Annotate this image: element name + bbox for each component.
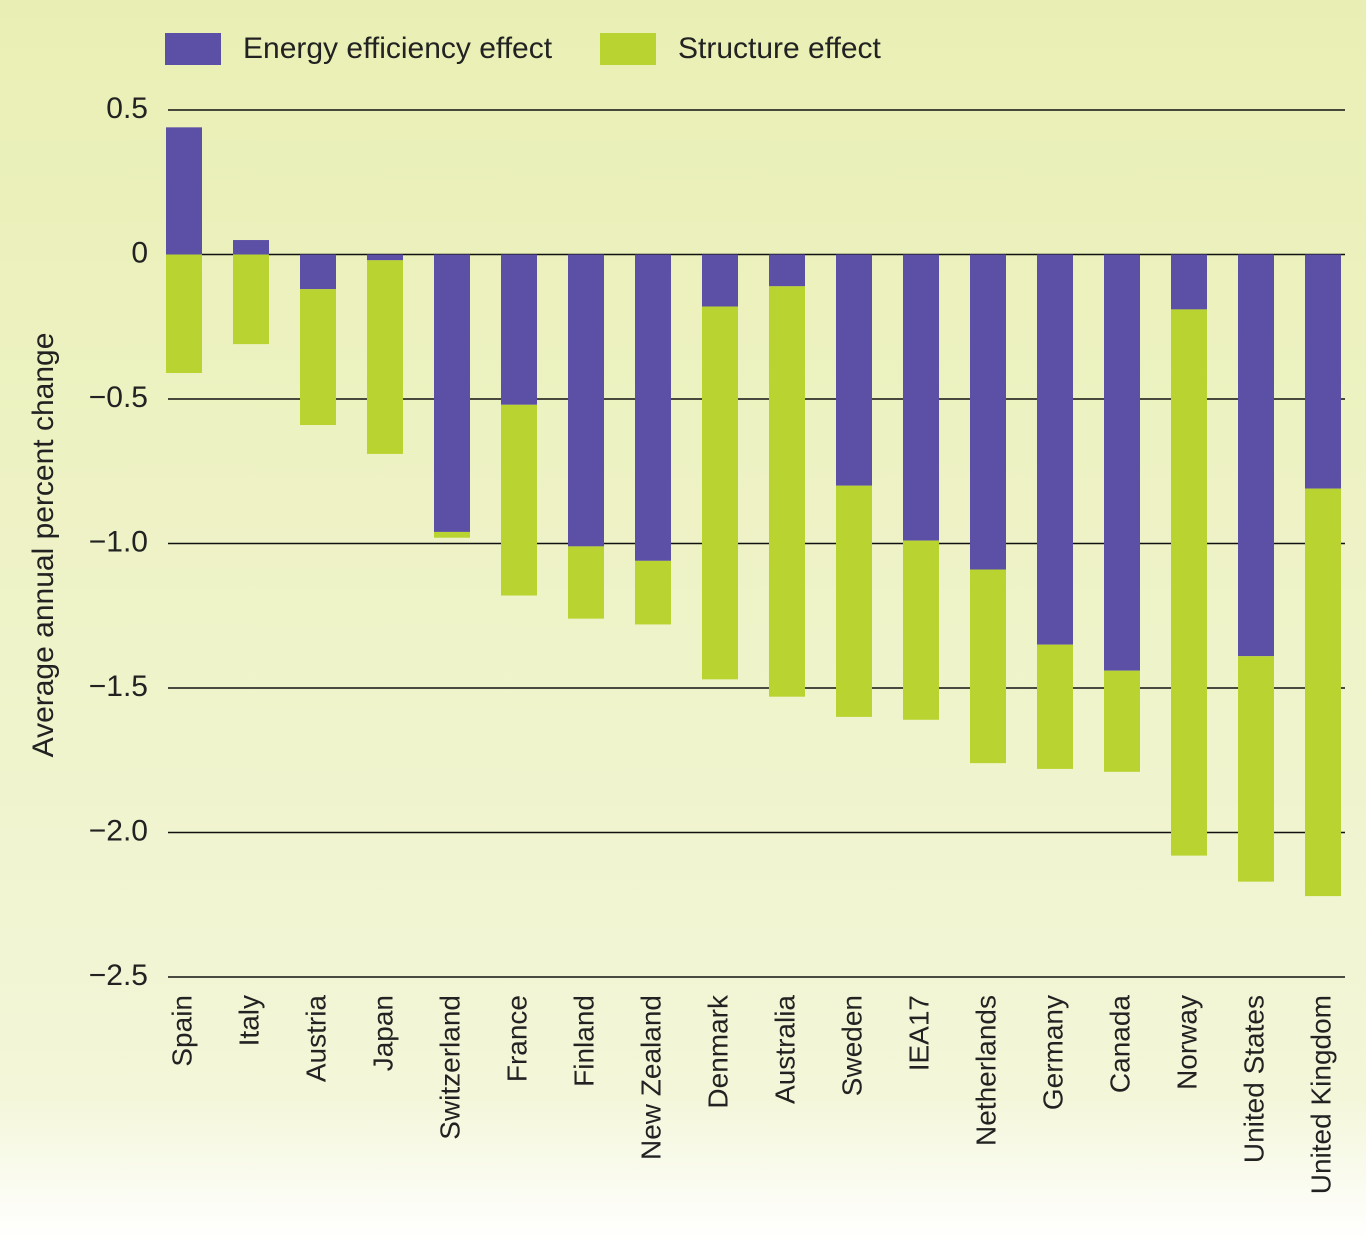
bar-segment	[1305, 488, 1341, 897]
bar-segment	[903, 540, 939, 720]
bar-segment	[769, 254, 805, 287]
x-tick-label: IEA17	[903, 995, 934, 1071]
x-tick-label: France	[501, 995, 532, 1082]
legend-swatch	[600, 33, 656, 65]
y-tick-label: 0	[131, 236, 148, 269]
x-tick-label: Finland	[568, 995, 599, 1087]
x-tick-label: United Kingdom	[1305, 995, 1336, 1194]
bar-segment	[501, 254, 537, 405]
bar-segment	[1238, 254, 1274, 657]
x-tick-label: Italy	[233, 995, 264, 1046]
x-tick-label: Norway	[1171, 995, 1202, 1090]
legend-label: Energy efficiency effect	[243, 32, 553, 65]
x-tick-label: Switzerland	[434, 995, 465, 1140]
x-tick-label: Denmark	[702, 994, 733, 1109]
bar-segment	[233, 240, 269, 255]
bar-segment	[434, 254, 470, 532]
x-tick-label: Germany	[1037, 995, 1068, 1110]
bar-segment	[702, 306, 738, 680]
bar-segment	[568, 546, 604, 619]
x-tick-label: Sweden	[836, 995, 867, 1096]
bar-segment	[836, 254, 872, 486]
bar-segment	[970, 569, 1006, 764]
bar-segment	[635, 254, 671, 561]
y-tick-label: −2.5	[89, 959, 148, 992]
x-tick-label: New Zealand	[635, 995, 666, 1160]
bar-segment	[970, 254, 1006, 570]
bar-segment	[568, 254, 604, 547]
x-tick-label: Australia	[769, 995, 800, 1104]
bar-segment	[1238, 656, 1274, 882]
bar-segment	[1104, 670, 1140, 772]
bar-segment	[367, 254, 403, 261]
x-tick-label: Netherlands	[970, 995, 1001, 1146]
x-tick-label: United States	[1238, 995, 1269, 1163]
x-tick-label: Japan	[367, 995, 398, 1071]
bar-segment	[233, 254, 269, 345]
bar-segment	[769, 286, 805, 697]
y-tick-label: −1.0	[89, 525, 148, 558]
bar-segment	[300, 254, 336, 290]
x-tick-label: Austria	[300, 995, 331, 1083]
bar-segment	[300, 289, 336, 426]
bar-segment	[1171, 254, 1207, 310]
bar-segment	[367, 260, 403, 454]
bar-segment	[1037, 254, 1073, 645]
bar-segment	[903, 254, 939, 541]
bar-segment	[434, 531, 470, 538]
y-tick-label: 0.5	[106, 92, 148, 125]
y-tick-label: −2.0	[89, 814, 148, 847]
bar-segment	[702, 254, 738, 307]
bar-segment	[501, 404, 537, 596]
y-axis-title: Average annual percent change	[27, 333, 60, 758]
x-tick-label: Spain	[166, 995, 197, 1067]
bar-segment	[166, 254, 202, 373]
bar-segment	[635, 560, 671, 625]
bar-segment	[1104, 254, 1140, 671]
legend-swatch	[165, 33, 221, 65]
legend-label: Structure effect	[678, 32, 882, 65]
bar-segment	[836, 485, 872, 717]
y-tick-label: −1.5	[89, 670, 148, 703]
bar-segment	[1305, 254, 1341, 489]
y-tick-label: −0.5	[89, 381, 148, 414]
bar-segment	[1037, 644, 1073, 769]
bar-segment	[166, 127, 202, 255]
bar-segment	[1171, 309, 1207, 856]
x-tick-label: Canada	[1104, 995, 1135, 1094]
